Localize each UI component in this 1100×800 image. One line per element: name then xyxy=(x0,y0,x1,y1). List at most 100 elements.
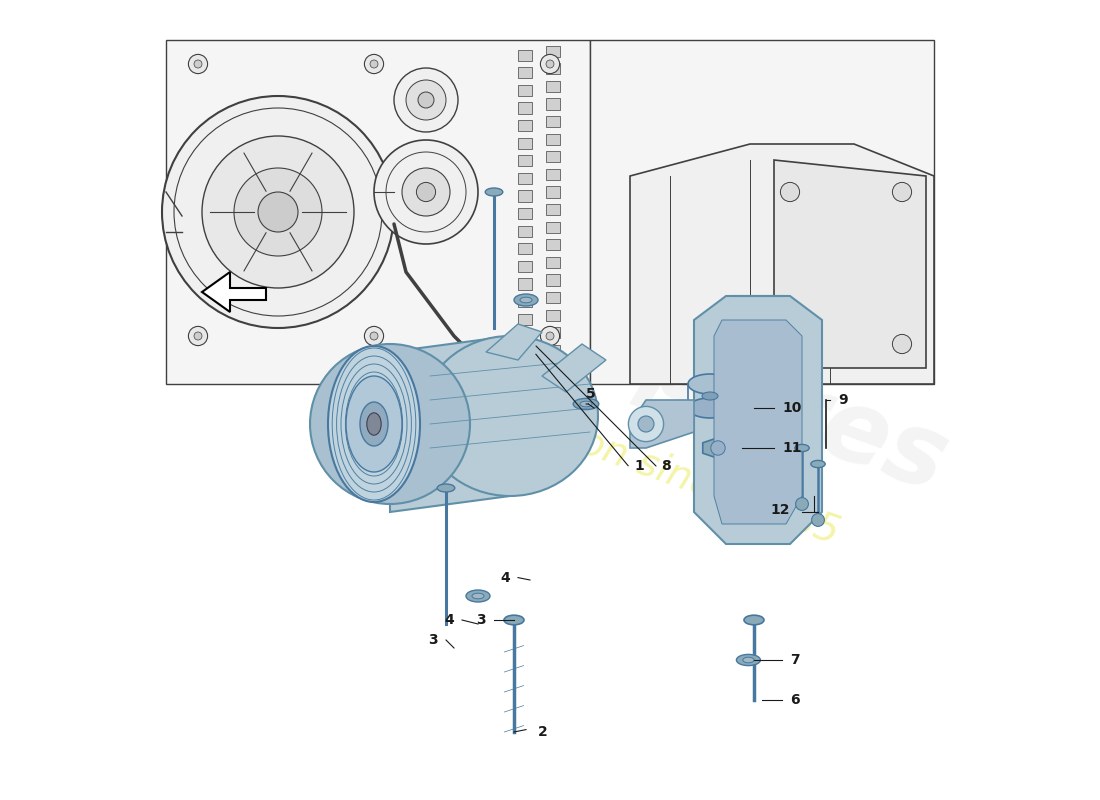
Polygon shape xyxy=(390,336,510,512)
Bar xyxy=(518,120,532,131)
Ellipse shape xyxy=(514,294,538,306)
Circle shape xyxy=(628,406,663,442)
Text: 7: 7 xyxy=(790,653,800,667)
Circle shape xyxy=(202,136,354,288)
Circle shape xyxy=(162,96,394,328)
Bar xyxy=(518,173,532,184)
Ellipse shape xyxy=(422,336,598,496)
Text: eurospares: eurospares xyxy=(332,206,960,514)
Ellipse shape xyxy=(573,398,598,410)
Circle shape xyxy=(188,326,208,346)
Ellipse shape xyxy=(736,654,760,666)
Ellipse shape xyxy=(328,346,420,502)
Text: 10: 10 xyxy=(782,401,802,415)
Ellipse shape xyxy=(485,188,503,196)
Polygon shape xyxy=(486,324,542,360)
Circle shape xyxy=(370,332,378,340)
Bar xyxy=(546,98,560,110)
Ellipse shape xyxy=(688,374,732,394)
Text: 5: 5 xyxy=(586,386,596,401)
Text: 1: 1 xyxy=(635,458,645,473)
Bar xyxy=(518,208,532,219)
Circle shape xyxy=(194,332,202,340)
Polygon shape xyxy=(166,40,590,384)
Bar xyxy=(518,50,532,61)
Text: 4: 4 xyxy=(500,570,510,585)
Bar xyxy=(546,134,560,145)
Bar xyxy=(518,138,532,149)
Text: 9: 9 xyxy=(838,393,848,407)
Bar xyxy=(546,239,560,250)
Polygon shape xyxy=(590,40,934,384)
Ellipse shape xyxy=(437,484,454,492)
Circle shape xyxy=(417,182,436,202)
Ellipse shape xyxy=(688,398,732,418)
Bar xyxy=(546,151,560,162)
Circle shape xyxy=(780,182,800,202)
Bar xyxy=(546,46,560,57)
Bar xyxy=(546,116,560,127)
Ellipse shape xyxy=(742,658,754,662)
Circle shape xyxy=(364,54,384,74)
Polygon shape xyxy=(714,320,802,524)
Bar xyxy=(518,155,532,166)
Ellipse shape xyxy=(795,444,810,451)
Circle shape xyxy=(374,140,478,244)
Bar xyxy=(546,222,560,233)
Circle shape xyxy=(402,168,450,216)
Polygon shape xyxy=(630,400,694,448)
Ellipse shape xyxy=(472,594,484,598)
Ellipse shape xyxy=(360,402,388,446)
Bar xyxy=(518,226,532,237)
Bar xyxy=(546,81,560,92)
Text: 12: 12 xyxy=(770,503,790,518)
Circle shape xyxy=(540,54,560,74)
Bar xyxy=(546,204,560,215)
Circle shape xyxy=(638,416,654,432)
Text: 3: 3 xyxy=(476,613,486,627)
Circle shape xyxy=(780,334,800,354)
Bar xyxy=(546,63,560,74)
Circle shape xyxy=(418,92,434,108)
Bar xyxy=(518,243,532,254)
Circle shape xyxy=(546,332,554,340)
Bar xyxy=(518,102,532,114)
Circle shape xyxy=(892,182,912,202)
Ellipse shape xyxy=(366,413,382,435)
Circle shape xyxy=(370,60,378,68)
Circle shape xyxy=(364,326,384,346)
Polygon shape xyxy=(542,344,606,392)
Bar xyxy=(518,85,532,96)
Ellipse shape xyxy=(346,376,402,472)
Bar xyxy=(518,296,532,307)
Bar xyxy=(518,314,532,325)
Circle shape xyxy=(258,192,298,232)
Ellipse shape xyxy=(744,615,764,625)
Circle shape xyxy=(406,80,446,120)
Text: 11: 11 xyxy=(782,441,802,455)
Circle shape xyxy=(188,54,208,74)
Ellipse shape xyxy=(702,392,718,400)
Polygon shape xyxy=(774,160,926,368)
Bar xyxy=(546,274,560,286)
Polygon shape xyxy=(694,296,822,544)
Text: 3: 3 xyxy=(428,633,438,647)
Ellipse shape xyxy=(811,460,825,467)
Bar xyxy=(518,190,532,202)
Circle shape xyxy=(812,514,824,526)
Bar xyxy=(546,169,560,180)
Ellipse shape xyxy=(580,402,592,406)
Polygon shape xyxy=(630,144,934,384)
Text: a passion since 1985: a passion since 1985 xyxy=(448,376,845,552)
Polygon shape xyxy=(202,272,266,312)
Ellipse shape xyxy=(310,344,470,504)
Circle shape xyxy=(711,441,725,455)
Bar xyxy=(546,345,560,356)
Ellipse shape xyxy=(520,297,532,302)
Ellipse shape xyxy=(504,615,524,625)
Ellipse shape xyxy=(466,590,490,602)
Text: 6: 6 xyxy=(790,693,800,707)
Circle shape xyxy=(194,60,202,68)
Text: 4: 4 xyxy=(444,613,454,627)
Circle shape xyxy=(795,498,808,510)
